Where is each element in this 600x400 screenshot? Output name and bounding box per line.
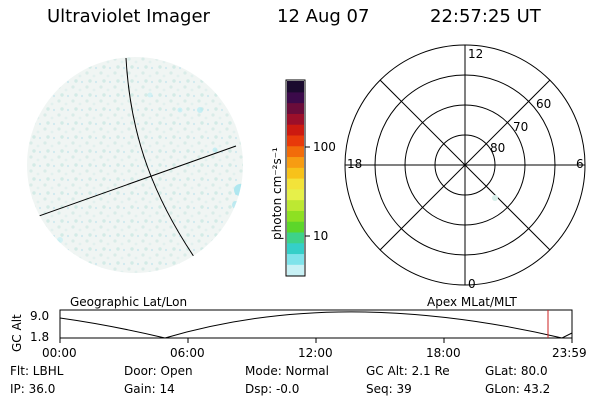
timeline-right-label: Apex MLat/MLT — [427, 295, 517, 309]
timeline-xtick-2: 12:00 — [298, 346, 333, 360]
colorbar-stripe — [287, 167, 304, 179]
info-dsp: Dsp: -0.0 — [245, 382, 300, 396]
timeline-plot — [59, 309, 573, 343]
colorbar-stripe — [287, 231, 304, 244]
timeline-left-label: Geographic Lat/Lon — [70, 295, 188, 309]
info-gc-alt: GC Alt: 2.1 Re — [366, 364, 450, 378]
info-ip: IP: 36.0 — [10, 382, 56, 396]
info-glat: GLat: 80.0 — [485, 364, 548, 378]
polar-label-dusk: 18 — [347, 157, 363, 171]
colorbar-stripe — [287, 81, 304, 93]
meridian-line — [125, 57, 213, 273]
colorbar-stripe — [287, 178, 304, 190]
parallel-line — [27, 145, 237, 223]
colorbar-stripe — [287, 253, 304, 265]
polar-lat-70: 70 — [513, 120, 529, 134]
time-label: 22:57:25 UT — [430, 6, 541, 27]
polar-plot — [344, 44, 586, 286]
colorbar-stripe — [287, 199, 304, 211]
colorbar-stripe — [287, 124, 304, 136]
colorbar — [285, 79, 310, 277]
timeline-y-label: GC Alt — [10, 314, 24, 352]
date-label: 12 Aug 07 — [277, 6, 370, 27]
polar-lat-60: 60 — [536, 97, 552, 111]
colorbar-stripe — [287, 221, 304, 233]
colorbar-stripe — [287, 242, 304, 255]
polar-label-dawn: 6 — [576, 157, 584, 171]
colorbar-tick-10: 10 — [313, 229, 329, 243]
colorbar-stripe — [287, 113, 304, 125]
polar-label-noon: 12 — [468, 47, 484, 61]
timeline-xtick-0: 00:00 — [42, 346, 77, 360]
colorbar-stripe — [287, 91, 304, 104]
polar-lat-80: 80 — [490, 141, 506, 155]
timeline-xtick-3: 18:00 — [426, 346, 461, 360]
info-door: Door: Open — [124, 364, 193, 378]
timeline-xtick-4: 23:59 — [552, 346, 587, 360]
info-filter: Flt: LBHL — [10, 364, 64, 378]
colorbar-stripe — [287, 134, 304, 147]
info-mode: Mode: Normal — [245, 364, 329, 378]
info-gain: Gain: 14 — [124, 382, 175, 396]
colorbar-stripe — [287, 156, 304, 168]
timeline-xtick-1: 06:00 — [170, 346, 205, 360]
colorbar-unit-label: photon cm⁻²s⁻¹ — [270, 147, 284, 240]
polar-label-midnight: 0 — [468, 277, 476, 291]
uv-image-disc — [27, 57, 243, 273]
colorbar-stripe — [287, 188, 304, 201]
timeline-ytick-max: 9.0 — [30, 309, 50, 323]
colorbar-stripe — [287, 102, 304, 114]
colorbar-stripe — [287, 264, 304, 276]
info-glon: GLon: 43.2 — [485, 382, 551, 396]
colorbar-stripe — [287, 145, 304, 158]
window-title: Ultraviolet Imager — [47, 6, 210, 27]
info-seq: Seq: 39 — [366, 382, 412, 396]
colorbar-stripe — [287, 210, 304, 222]
polar-speckle — [492, 195, 498, 201]
colorbar-tick-100: 100 — [313, 140, 336, 154]
timeline-ytick-min: 1.8 — [30, 330, 50, 344]
altitude-curve — [59, 311, 573, 339]
